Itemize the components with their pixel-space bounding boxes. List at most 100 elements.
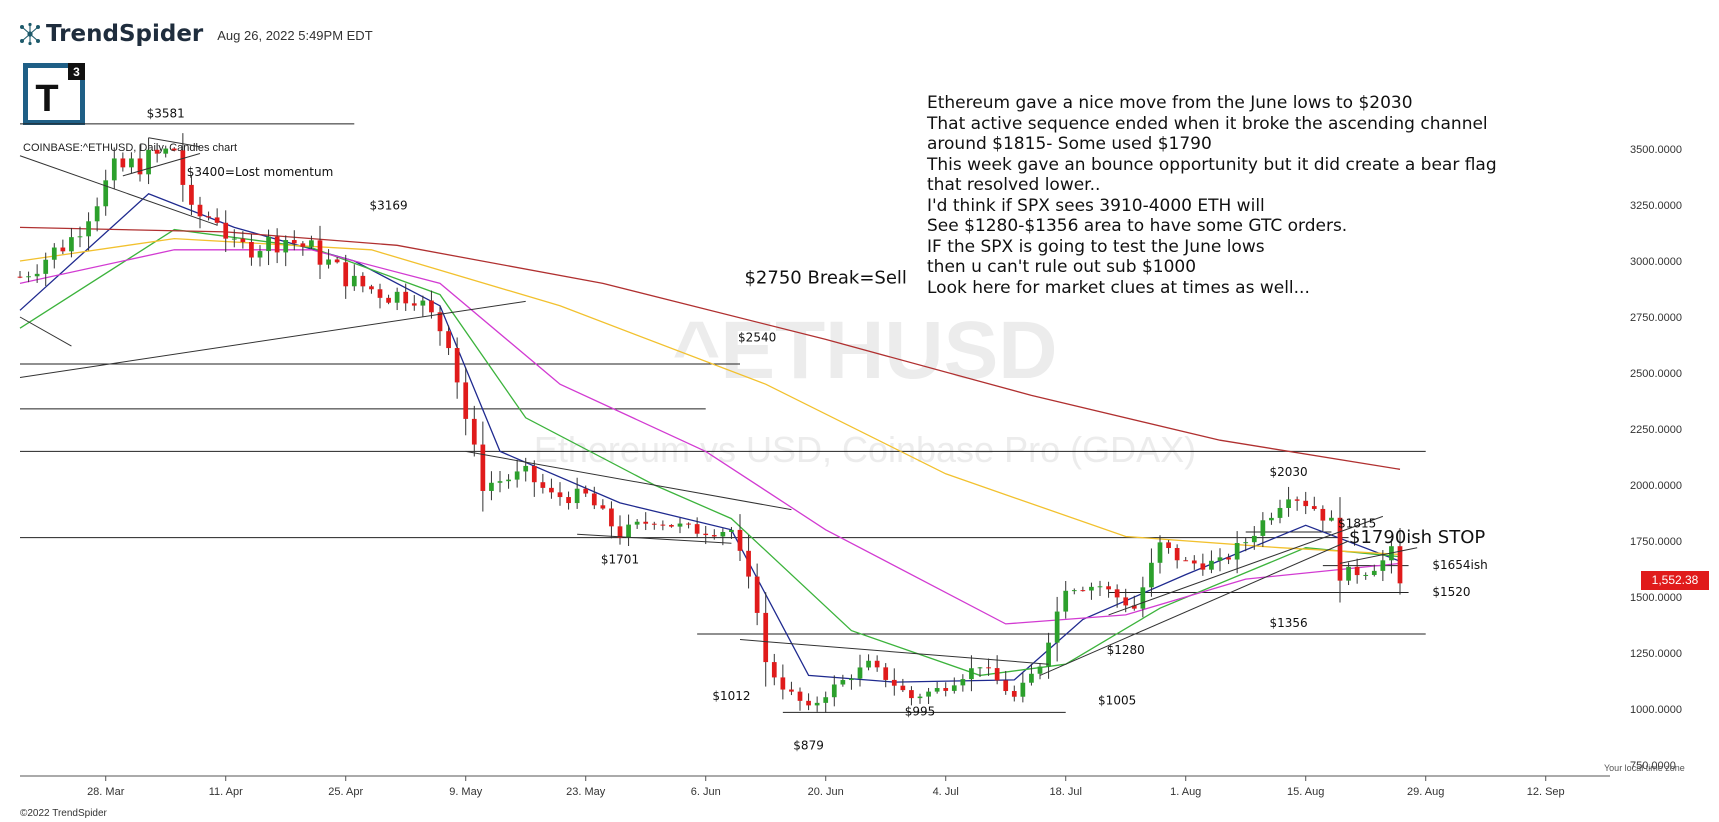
candle-down xyxy=(754,576,760,613)
candle-up xyxy=(34,273,40,277)
y-tick-label: 1250.0000 xyxy=(1630,648,1682,660)
note-line: That active sequence ended when it broke… xyxy=(927,113,1488,134)
candle-down xyxy=(891,679,897,686)
candle-down xyxy=(711,535,717,537)
candle-up xyxy=(129,158,134,168)
trend-line xyxy=(19,300,526,378)
price-annotation: $1654ish xyxy=(1432,558,1487,572)
candle-up xyxy=(634,521,640,525)
y-tick-label: 3250.0000 xyxy=(1630,200,1682,212)
candle-down xyxy=(1294,499,1300,501)
candle-up xyxy=(514,471,520,480)
price-annotation: $2540 xyxy=(738,331,776,345)
candle-up xyxy=(1380,560,1386,571)
candle-up xyxy=(420,300,426,306)
candle-down xyxy=(377,289,383,298)
candle-down xyxy=(206,216,211,218)
note-line: around $1815- Some used $1790 xyxy=(927,134,1212,154)
price-annotation: $1280 xyxy=(1107,643,1145,657)
candle-down xyxy=(660,524,666,526)
logo-superscript: 3 xyxy=(73,65,80,79)
price-annotation: $1005 xyxy=(1098,694,1136,708)
candle-down xyxy=(197,204,203,217)
analysis-notes: Ethereum gave a nice move from the June … xyxy=(927,93,1497,298)
candle-up xyxy=(94,206,100,222)
price-annotation: $1790ish STOP xyxy=(1349,527,1485,548)
price-annotation: $1815 xyxy=(1338,517,1376,531)
candle-up xyxy=(1063,590,1069,612)
x-tick-label: 23. May xyxy=(566,786,606,798)
candle-up xyxy=(309,240,314,247)
candle-up xyxy=(951,685,957,691)
candle-down xyxy=(300,243,306,247)
x-tick-label: 15. Aug xyxy=(1287,786,1324,798)
candle-up xyxy=(394,291,400,303)
price-annotation: $1356 xyxy=(1269,616,1307,630)
candle-up xyxy=(1286,499,1291,508)
candle-down xyxy=(334,259,340,263)
price-annotation: $1520 xyxy=(1432,585,1470,599)
candle-up xyxy=(720,531,726,537)
candle-up xyxy=(1371,570,1377,575)
candle-down xyxy=(471,418,477,445)
candle-down xyxy=(771,662,777,678)
candle-down xyxy=(274,236,280,253)
candle-down xyxy=(583,488,589,494)
candle-down xyxy=(909,690,914,699)
candle-up xyxy=(283,240,289,253)
candle-down xyxy=(883,667,889,680)
y-tick-label: 1750.0000 xyxy=(1630,536,1682,548)
x-tick-label: 12. Sep xyxy=(1527,786,1565,798)
candle-down xyxy=(549,487,554,493)
moving-average-line xyxy=(19,249,1401,625)
candle-up xyxy=(1234,543,1240,560)
candle-up xyxy=(1209,560,1214,570)
chart-date: Aug 26, 2022 5:49PM EDT xyxy=(217,28,373,43)
candle-down xyxy=(797,691,803,701)
candle-up xyxy=(1037,666,1043,674)
candle-down xyxy=(1080,590,1086,592)
candle-down xyxy=(189,184,194,205)
trend-line xyxy=(148,137,201,148)
y-tick-label: 2000.0000 xyxy=(1630,480,1682,492)
candle-down xyxy=(591,493,597,506)
trend-line xyxy=(577,533,732,544)
candle-up xyxy=(823,697,829,703)
price-annotation: $1701 xyxy=(601,552,639,566)
candle-up xyxy=(934,688,940,692)
y-tick-label: 2500.0000 xyxy=(1630,368,1682,380)
candle-up xyxy=(840,680,846,685)
trend-line xyxy=(122,152,201,177)
candle-up xyxy=(1243,542,1249,544)
price-annotation: $3400=Lost momentum xyxy=(187,165,334,179)
candle-down xyxy=(1311,506,1317,509)
candle-up xyxy=(1346,566,1351,581)
candle-up xyxy=(677,523,683,527)
candle-up xyxy=(523,465,529,472)
timezone-note: Your local time zone xyxy=(1604,763,1685,773)
y-tick-label: 2750.0000 xyxy=(1630,312,1682,324)
candle-down xyxy=(369,286,374,290)
candle-down xyxy=(1397,546,1403,584)
x-tick-label: 4. Jul xyxy=(933,786,959,798)
candle-up xyxy=(86,221,91,237)
price-annotation: $2750 Break=Sell xyxy=(744,267,906,288)
price-annotation: $3169 xyxy=(369,198,407,212)
price-annotation: $2030 xyxy=(1269,465,1307,479)
candle-up xyxy=(977,667,983,669)
candle-up xyxy=(257,251,263,258)
candle-up xyxy=(926,691,931,697)
candle-down xyxy=(1174,548,1180,561)
candle-down xyxy=(1011,691,1017,697)
candle-up xyxy=(849,678,854,681)
candle-down xyxy=(60,247,66,252)
candle-down xyxy=(540,482,546,488)
candle-up xyxy=(831,684,837,698)
candle-up xyxy=(1029,673,1034,683)
logo-letter: T xyxy=(35,78,58,120)
note-line: Ethereum gave a nice move from the June … xyxy=(927,93,1413,113)
candle-down xyxy=(694,524,700,534)
candle-down xyxy=(900,685,906,691)
candle-up xyxy=(103,180,109,207)
